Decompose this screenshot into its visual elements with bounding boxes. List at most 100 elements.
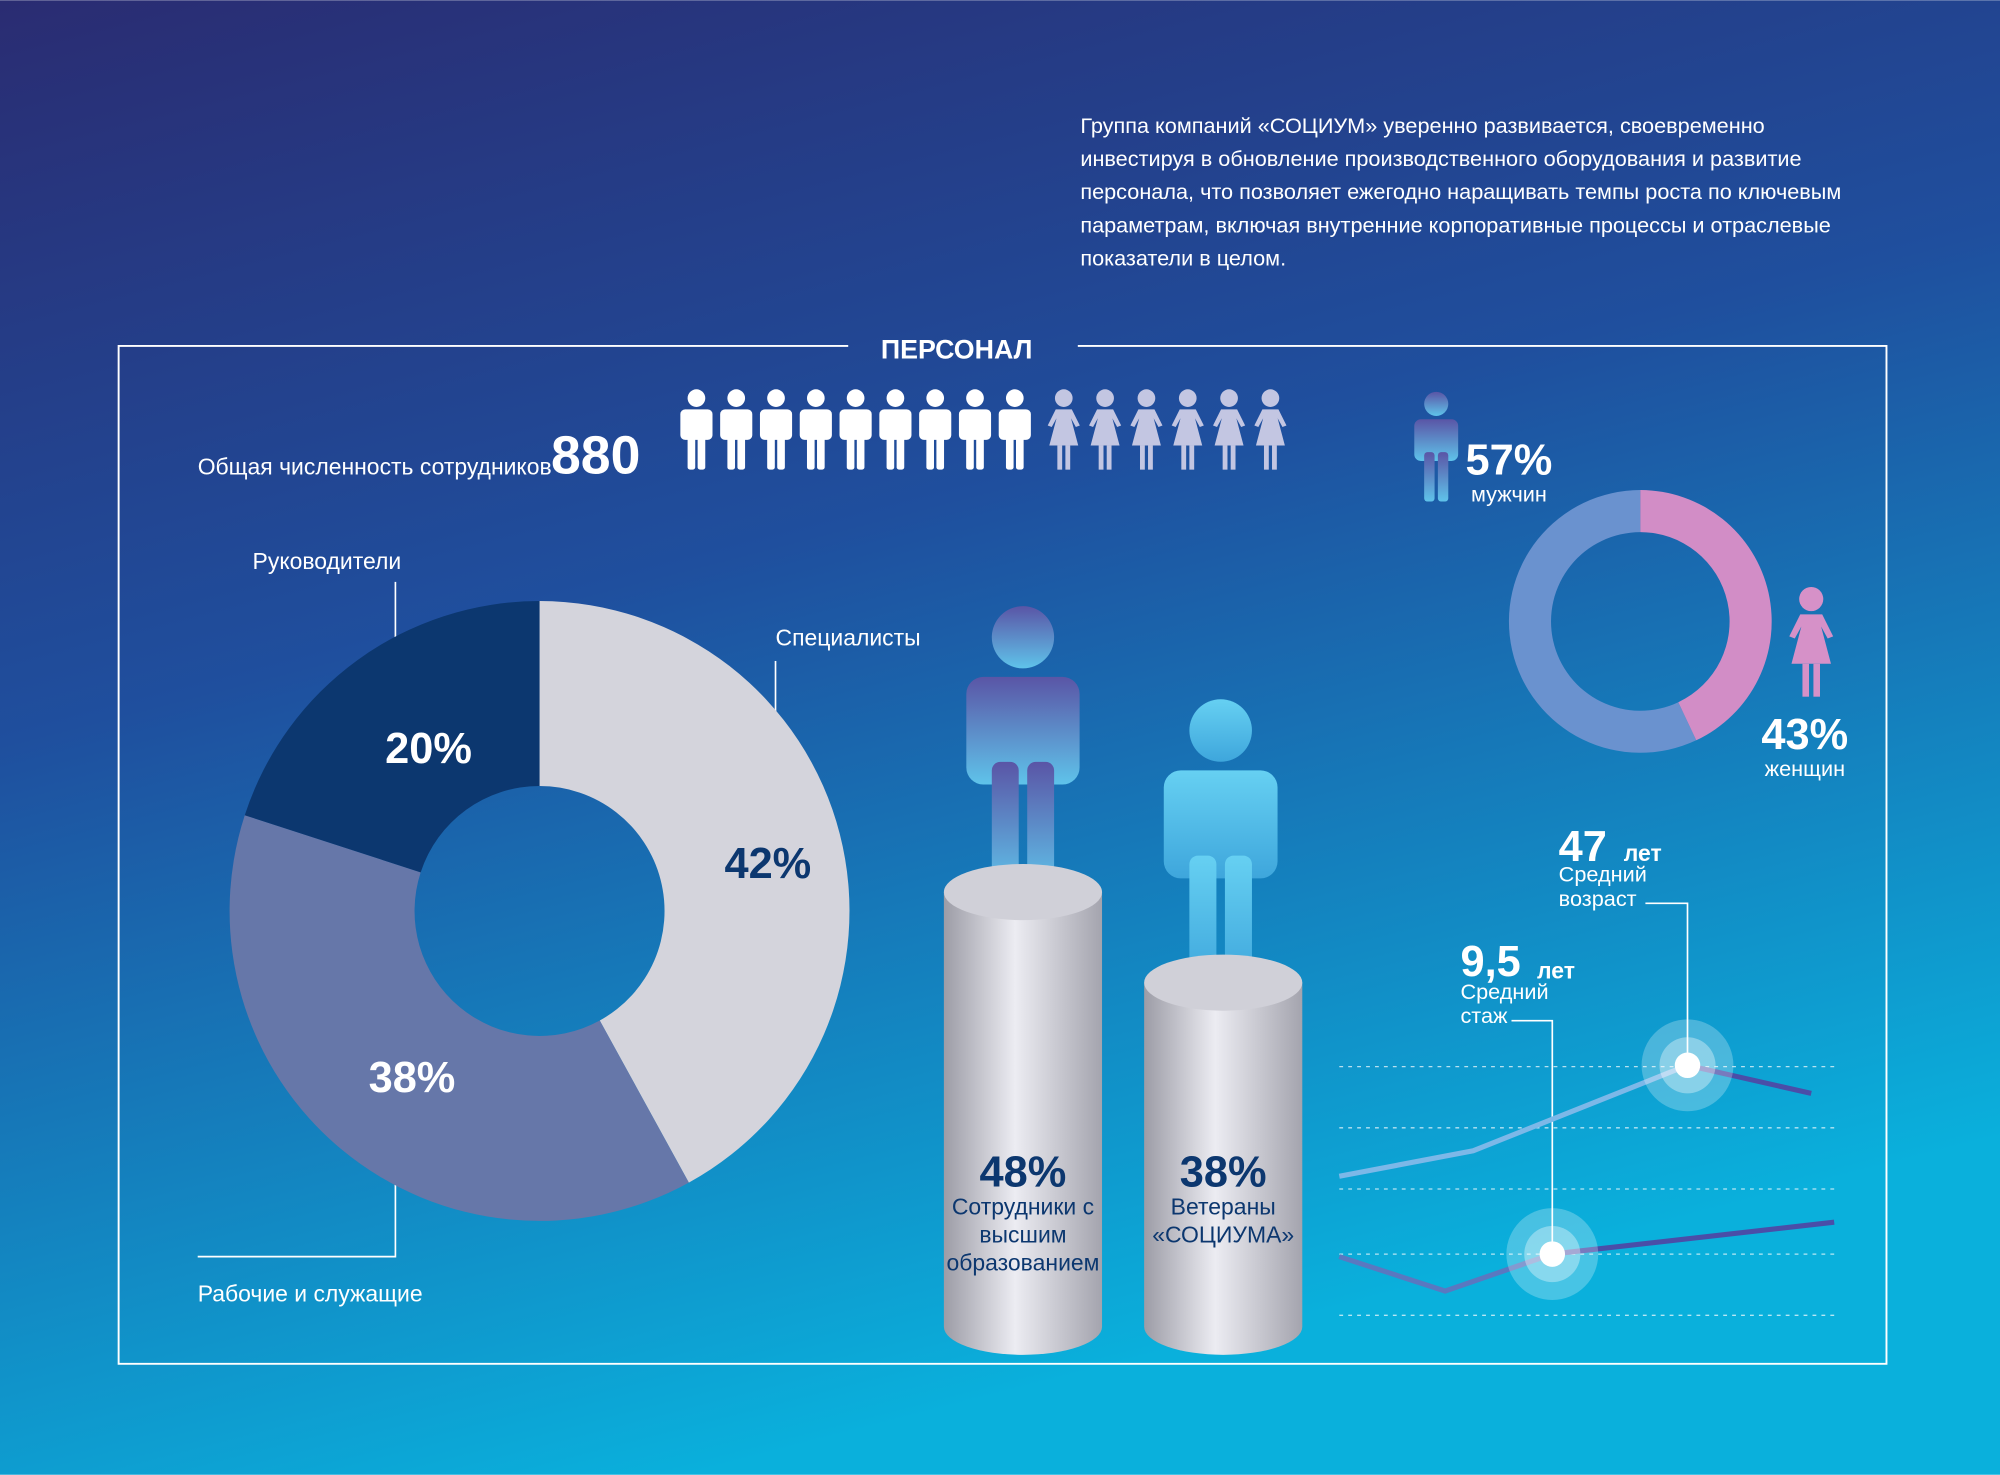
headcount-label: Общая численность сотрудников: [198, 454, 552, 480]
trend-grid: [1339, 1065, 1835, 1316]
leg: [1222, 445, 1228, 470]
donut-slice: [539, 601, 850, 1183]
leg: [1230, 445, 1236, 470]
body: [1130, 409, 1163, 446]
value-label: 43%: [1761, 711, 1848, 759]
intro-line: персонала, что позволяет ежегодно наращи…: [1080, 179, 1841, 204]
body: [1171, 409, 1204, 446]
label-box: Сотрудники с высшим образованием: [946, 1194, 1099, 1276]
head: [991, 606, 1055, 669]
intro-line: Группа компаний «СОЦИУМ» уверенно развив…: [1080, 113, 1764, 138]
head: [1799, 586, 1824, 612]
trend-lines: [1338, 1062, 1835, 1294]
person-icon: [759, 389, 793, 470]
category-label: Специалисты: [776, 625, 921, 651]
person-icon: [799, 389, 832, 470]
person-icon: [1089, 389, 1122, 470]
person-icon: [1047, 389, 1080, 470]
leg: [1148, 445, 1153, 470]
leg: [846, 433, 855, 470]
body: [998, 409, 1031, 440]
stat-label-box: Средний стаж: [1460, 981, 1549, 1028]
head: [926, 389, 945, 407]
leg: [1098, 445, 1104, 470]
body: [1213, 409, 1246, 446]
person-icon: [958, 389, 992, 470]
category-label: Руководители: [253, 548, 402, 574]
leg: [1057, 445, 1063, 470]
leg: [926, 433, 934, 470]
head: [1178, 389, 1197, 407]
leg: [817, 433, 825, 470]
body: [799, 409, 832, 440]
head: [1096, 389, 1114, 407]
person-icon: [1789, 586, 1834, 697]
stat-value: 9,5: [1460, 938, 1520, 986]
headcount-value: 880: [551, 426, 640, 485]
leg: [1016, 433, 1024, 470]
trend-highlights: [1506, 1019, 1734, 1300]
leg: [1437, 452, 1449, 502]
body: [879, 409, 912, 440]
intro-line: инвестируя в обновление производственног…: [1080, 146, 1801, 171]
leg: [886, 433, 895, 470]
leg: [991, 761, 1019, 890]
head: [886, 389, 905, 407]
leg: [1106, 445, 1112, 470]
leg: [1189, 855, 1217, 984]
stat-label-box: Средний возраст: [1558, 863, 1647, 911]
head: [846, 389, 865, 407]
body: [720, 409, 753, 440]
cylinder-top: [1144, 954, 1303, 1011]
leg: [896, 433, 905, 470]
head: [767, 389, 785, 407]
person-icon: [1130, 389, 1163, 470]
cylinder: [943, 892, 1103, 1355]
value-label: 57%: [1466, 437, 1553, 485]
head: [1220, 389, 1238, 407]
person-icon: [680, 389, 713, 470]
stat-unit: лет: [1624, 840, 1662, 866]
leg: [767, 433, 775, 470]
head: [1261, 389, 1280, 407]
person-icon: [919, 389, 952, 470]
person-icon: [879, 389, 912, 470]
body: [966, 676, 1080, 785]
person-icon: [1171, 389, 1204, 470]
figure: [1163, 699, 1278, 984]
stat-value: 47: [1559, 823, 1607, 871]
head: [727, 389, 746, 407]
donut-slice: [229, 815, 689, 1221]
value-label: 38%: [1180, 1148, 1267, 1196]
head: [1189, 699, 1252, 762]
donut-slice: [1640, 490, 1772, 741]
category-label: Ветераны «СОЦИУМА»: [1152, 1194, 1295, 1248]
leg: [1140, 445, 1145, 470]
cylinder: [1144, 982, 1303, 1355]
person-icon: [1254, 389, 1287, 470]
value-label: 42%: [724, 840, 811, 888]
body: [1789, 614, 1834, 664]
section-title: ПЕРСОНАЛ: [881, 335, 1033, 365]
donut-slice: [244, 601, 540, 873]
donut-slice: [1508, 490, 1697, 753]
leg: [737, 433, 746, 470]
stat-label: Средний стаж: [1460, 981, 1549, 1028]
value-label: 20%: [385, 725, 472, 773]
stat-label: Средний возраст: [1558, 863, 1647, 911]
leg: [976, 433, 984, 470]
body: [1163, 770, 1278, 879]
stat-unit: лет: [1537, 958, 1575, 984]
figure: [966, 606, 1080, 890]
body: [839, 409, 872, 440]
frame: [117, 344, 1888, 1365]
person-icon: [998, 389, 1031, 470]
head: [1005, 389, 1024, 407]
body: [1089, 409, 1122, 446]
category-label: мужчин: [1471, 482, 1547, 507]
head: [1424, 391, 1449, 416]
body: [958, 409, 992, 440]
leg: [1027, 761, 1055, 890]
body: [1414, 419, 1459, 461]
